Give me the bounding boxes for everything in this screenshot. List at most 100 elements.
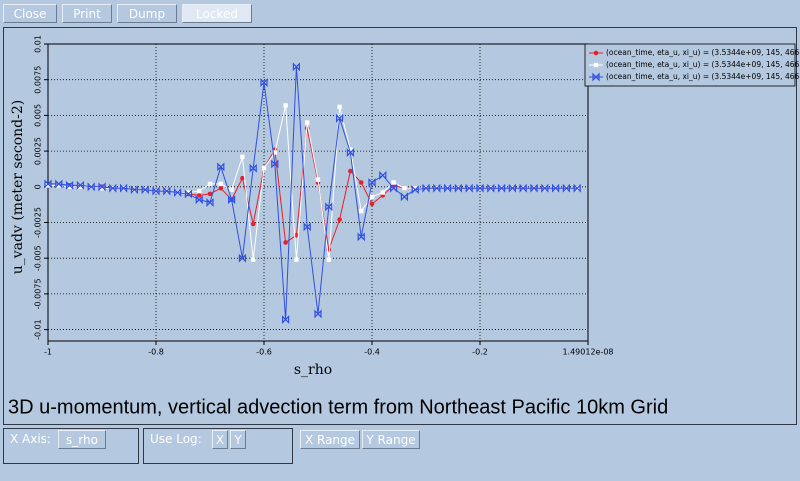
data-point: [56, 183, 61, 188]
legend-marker: [593, 62, 599, 68]
y-tick-label: 0.0075: [34, 66, 43, 94]
log-x-button[interactable]: X: [212, 430, 228, 449]
dump-button[interactable]: Dump: [117, 4, 177, 23]
data-point: [45, 183, 51, 188]
data-point: [152, 186, 160, 196]
y-tick-label: -0.0075: [34, 278, 43, 309]
data-point: [369, 201, 375, 207]
x-axis-label: s_rho: [294, 362, 332, 378]
data-point: [283, 240, 288, 245]
data-point: [207, 181, 213, 187]
data-point: [562, 183, 570, 193]
y-range-button[interactable]: Y Range: [362, 430, 420, 449]
data-point: [67, 184, 72, 189]
legend-marker: [592, 72, 600, 82]
legend-label: (ocean_time, eta_u, xi_u) = (3.5344e+09,…: [606, 72, 800, 81]
x-axis-select[interactable]: s_rho: [58, 430, 106, 449]
x-axis-panel: [3, 428, 139, 464]
data-point: [368, 178, 376, 187]
data-point: [519, 183, 527, 193]
data-point: [390, 183, 398, 193]
data-point: [260, 78, 268, 88]
data-point: [508, 183, 516, 193]
data-point: [141, 185, 149, 195]
close-button[interactable]: Close: [3, 4, 57, 23]
data-point: [487, 183, 495, 193]
data-point: [465, 183, 473, 193]
data-point: [271, 159, 279, 169]
data-point: [228, 195, 236, 205]
data-point: [422, 183, 430, 193]
series-line: [48, 66, 578, 320]
data-point: [348, 147, 353, 152]
data-point: [400, 192, 408, 202]
data-point: [78, 184, 83, 189]
x-tick-label: -0.6: [256, 348, 272, 357]
y-tick-label: 0: [34, 184, 43, 189]
data-point: [498, 183, 506, 193]
x-tick-label: 1.49012e-08: [562, 348, 613, 357]
y-tick-label: 0.0025: [34, 137, 43, 165]
data-point: [261, 166, 267, 171]
data-point: [186, 190, 191, 195]
data-point: [454, 183, 462, 193]
data-point: [411, 185, 419, 195]
data-point: [391, 180, 396, 185]
data-point: [282, 315, 290, 325]
data-point: [250, 221, 256, 227]
x-tick-label: -1: [44, 348, 52, 357]
data-point: [87, 182, 95, 192]
legend-label: (ocean_time, eta_u, xi_u) = (3.5344e+09,…: [606, 48, 800, 57]
print-button[interactable]: Print: [62, 4, 112, 23]
data-point: [358, 180, 364, 185]
data-point: [476, 183, 484, 193]
data-point: [294, 257, 299, 262]
data-point: [346, 148, 354, 157]
data-point: [249, 163, 257, 173]
data-point: [337, 217, 342, 222]
data-point: [402, 186, 407, 191]
data-point: [184, 189, 192, 199]
y-tick-label: -0.01: [34, 319, 43, 340]
data-point: [66, 180, 74, 190]
data-point: [303, 222, 311, 232]
data-point: [197, 188, 202, 194]
x-range-button[interactable]: X Range: [300, 430, 360, 449]
data-point: [109, 183, 117, 193]
series-line: [48, 105, 578, 260]
log-panel: [143, 428, 293, 464]
data-point: [336, 113, 344, 123]
data-point: [541, 183, 549, 193]
data-point: [314, 309, 322, 319]
data-point: [238, 253, 246, 263]
y-tick-label: -0.005: [34, 245, 43, 271]
log-y-button[interactable]: Y: [230, 430, 246, 449]
data-point: [76, 180, 84, 190]
data-point: [207, 191, 213, 197]
data-point: [206, 198, 214, 207]
data-point: [552, 183, 560, 193]
x-axis-caption: X Axis:: [10, 432, 51, 446]
data-point: [195, 195, 203, 205]
data-point: [99, 186, 105, 191]
data-point: [44, 179, 52, 189]
data-point: [120, 183, 128, 193]
data-point: [380, 190, 385, 195]
locked-button[interactable]: Locked: [182, 4, 252, 23]
y-tick-label: 0.005: [34, 104, 43, 127]
data-point: [444, 183, 452, 193]
data-point: [573, 183, 581, 193]
data-point: [413, 186, 418, 191]
chart-panel: [3, 27, 797, 425]
x-tick-label: -0.2: [472, 348, 488, 357]
x-tick-label: -0.4: [364, 348, 380, 357]
y-axis-label: u_vadv (meter second-2): [10, 100, 26, 275]
data-point: [315, 177, 321, 182]
data-point: [272, 150, 277, 155]
data-point: [218, 181, 223, 187]
data-point: [98, 182, 106, 192]
data-point: [283, 103, 288, 108]
data-point: [240, 154, 245, 160]
data-point: [369, 194, 375, 199]
